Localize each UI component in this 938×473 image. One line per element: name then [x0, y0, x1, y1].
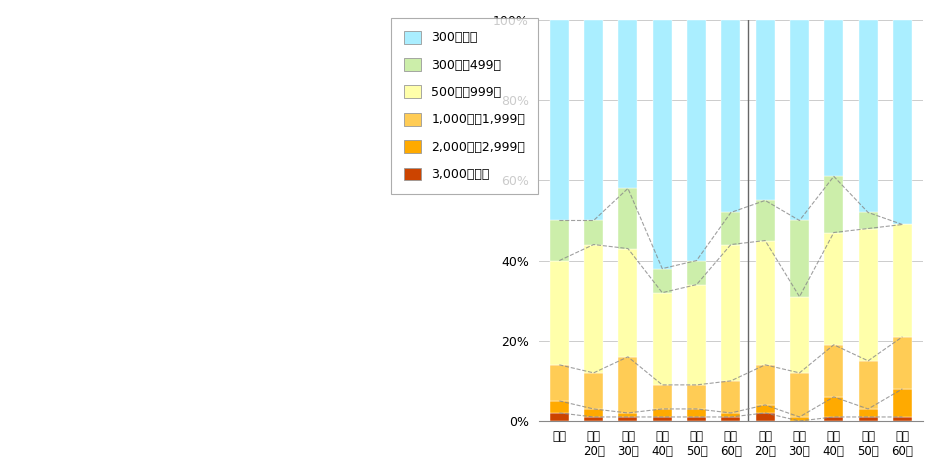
Bar — [688, 261, 706, 285]
Bar — [618, 188, 637, 248]
Bar — [653, 417, 672, 421]
Bar — [688, 285, 706, 385]
Bar — [584, 373, 603, 409]
Bar — [858, 361, 878, 409]
Bar — [825, 233, 843, 345]
Bar — [858, 212, 878, 228]
Bar — [584, 417, 603, 421]
Bar — [858, 409, 878, 417]
Bar — [756, 201, 775, 241]
Bar — [721, 381, 740, 413]
Bar — [550, 220, 568, 261]
Bar — [550, 413, 568, 421]
Bar — [790, 417, 809, 421]
Bar — [893, 337, 912, 389]
Bar — [618, 413, 637, 417]
Bar — [721, 20, 740, 212]
Bar — [790, 373, 809, 417]
Bar — [653, 20, 672, 269]
Bar — [653, 409, 672, 417]
Bar — [756, 405, 775, 413]
Bar — [893, 225, 912, 337]
Bar — [858, 228, 878, 361]
Bar — [550, 401, 568, 413]
Bar — [550, 20, 568, 220]
Bar — [721, 413, 740, 417]
Bar — [584, 409, 603, 417]
Bar — [756, 413, 775, 421]
Bar — [825, 20, 843, 176]
Bar — [893, 20, 912, 225]
Bar — [584, 220, 603, 245]
Bar — [618, 20, 637, 188]
Bar — [756, 241, 775, 365]
Bar — [756, 20, 775, 201]
Legend: 300円未満, 300円～499円, 500円～999円, 1,000円～1,999円, 2,000円～2,999円, 3,000円以上: 300円未満, 300円～499円, 500円～999円, 1,000円～1,9… — [391, 18, 537, 194]
Bar — [721, 245, 740, 381]
Bar — [550, 365, 568, 401]
Bar — [688, 385, 706, 409]
Bar — [721, 417, 740, 421]
Bar — [721, 212, 740, 245]
Bar — [790, 20, 809, 220]
Bar — [618, 357, 637, 413]
Bar — [688, 417, 706, 421]
Bar — [653, 385, 672, 409]
Bar — [825, 345, 843, 397]
Bar — [825, 417, 843, 421]
Bar — [618, 417, 637, 421]
Bar — [618, 248, 637, 357]
Bar — [550, 261, 568, 365]
Bar — [893, 417, 912, 421]
Bar — [688, 409, 706, 417]
Bar — [858, 417, 878, 421]
Bar — [825, 176, 843, 233]
Bar — [858, 20, 878, 212]
Bar — [790, 220, 809, 297]
Bar — [688, 20, 706, 261]
Bar — [653, 293, 672, 385]
Bar — [653, 269, 672, 293]
Bar — [584, 20, 603, 220]
Bar — [756, 365, 775, 405]
Bar — [790, 297, 809, 373]
Bar — [893, 389, 912, 417]
Bar — [584, 245, 603, 373]
Bar — [825, 397, 843, 417]
